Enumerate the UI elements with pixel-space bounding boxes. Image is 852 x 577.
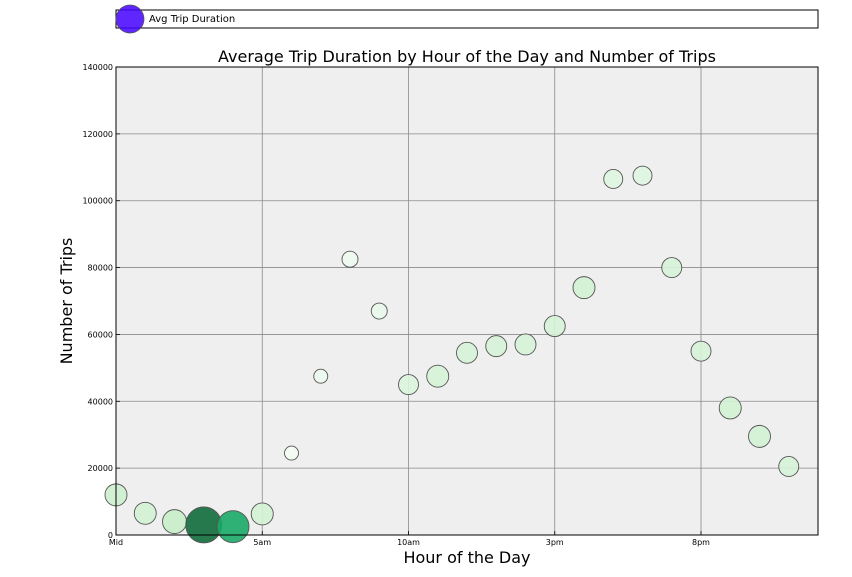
data-point [690,340,712,362]
data-point [632,165,653,186]
data-point [185,506,223,544]
data-point [718,396,742,420]
y-tick-label: 0 [108,531,113,540]
data-point [284,445,299,461]
plot-frame [115,66,819,536]
data-point [250,502,274,526]
data-point [133,501,157,525]
x-axis-title: Hour of the Day [403,548,530,567]
x-tick-label: 8pm [692,538,710,547]
x-tick-label: Mid [109,538,123,547]
data-point [216,510,250,544]
y-tick-label: 140000 [82,63,113,72]
data-point [398,374,419,396]
data-point [485,335,508,358]
plot-area [115,66,819,536]
data-point [572,276,596,300]
data-point [341,250,359,268]
data-point [514,333,537,356]
grid-lines [116,67,818,535]
data-point [313,368,329,384]
x-tick-label: 3pm [546,538,564,547]
y-tick-label: 20000 [88,464,113,473]
y-tick-label: 80000 [88,264,113,273]
data-point [456,341,478,364]
y-tick-label: 120000 [82,130,113,139]
legend-label: Avg Trip Duration [149,14,235,25]
data-point [426,364,450,388]
data-point [603,169,624,189]
y-tick-label: 100000 [82,197,113,206]
data-point [661,257,683,279]
data-point [778,456,800,477]
data-points [104,165,800,544]
x-tick-label: 5am [253,538,271,547]
x-tick-label: 10am [397,538,420,547]
data-point [162,509,187,535]
chart-title: Average Trip Duration by Hour of the Day… [218,47,716,66]
data-point [748,424,771,448]
data-point [543,315,566,338]
y-tick-label: 40000 [88,397,113,406]
y-axis-title: Number of Trips [57,238,76,365]
y-tick-label: 60000 [88,330,113,339]
y-axis-ticks: 0 20000 40000 60000 80000 100000 120000 140000 [82,63,120,540]
legend-marker [115,4,145,34]
data-point [370,302,388,320]
